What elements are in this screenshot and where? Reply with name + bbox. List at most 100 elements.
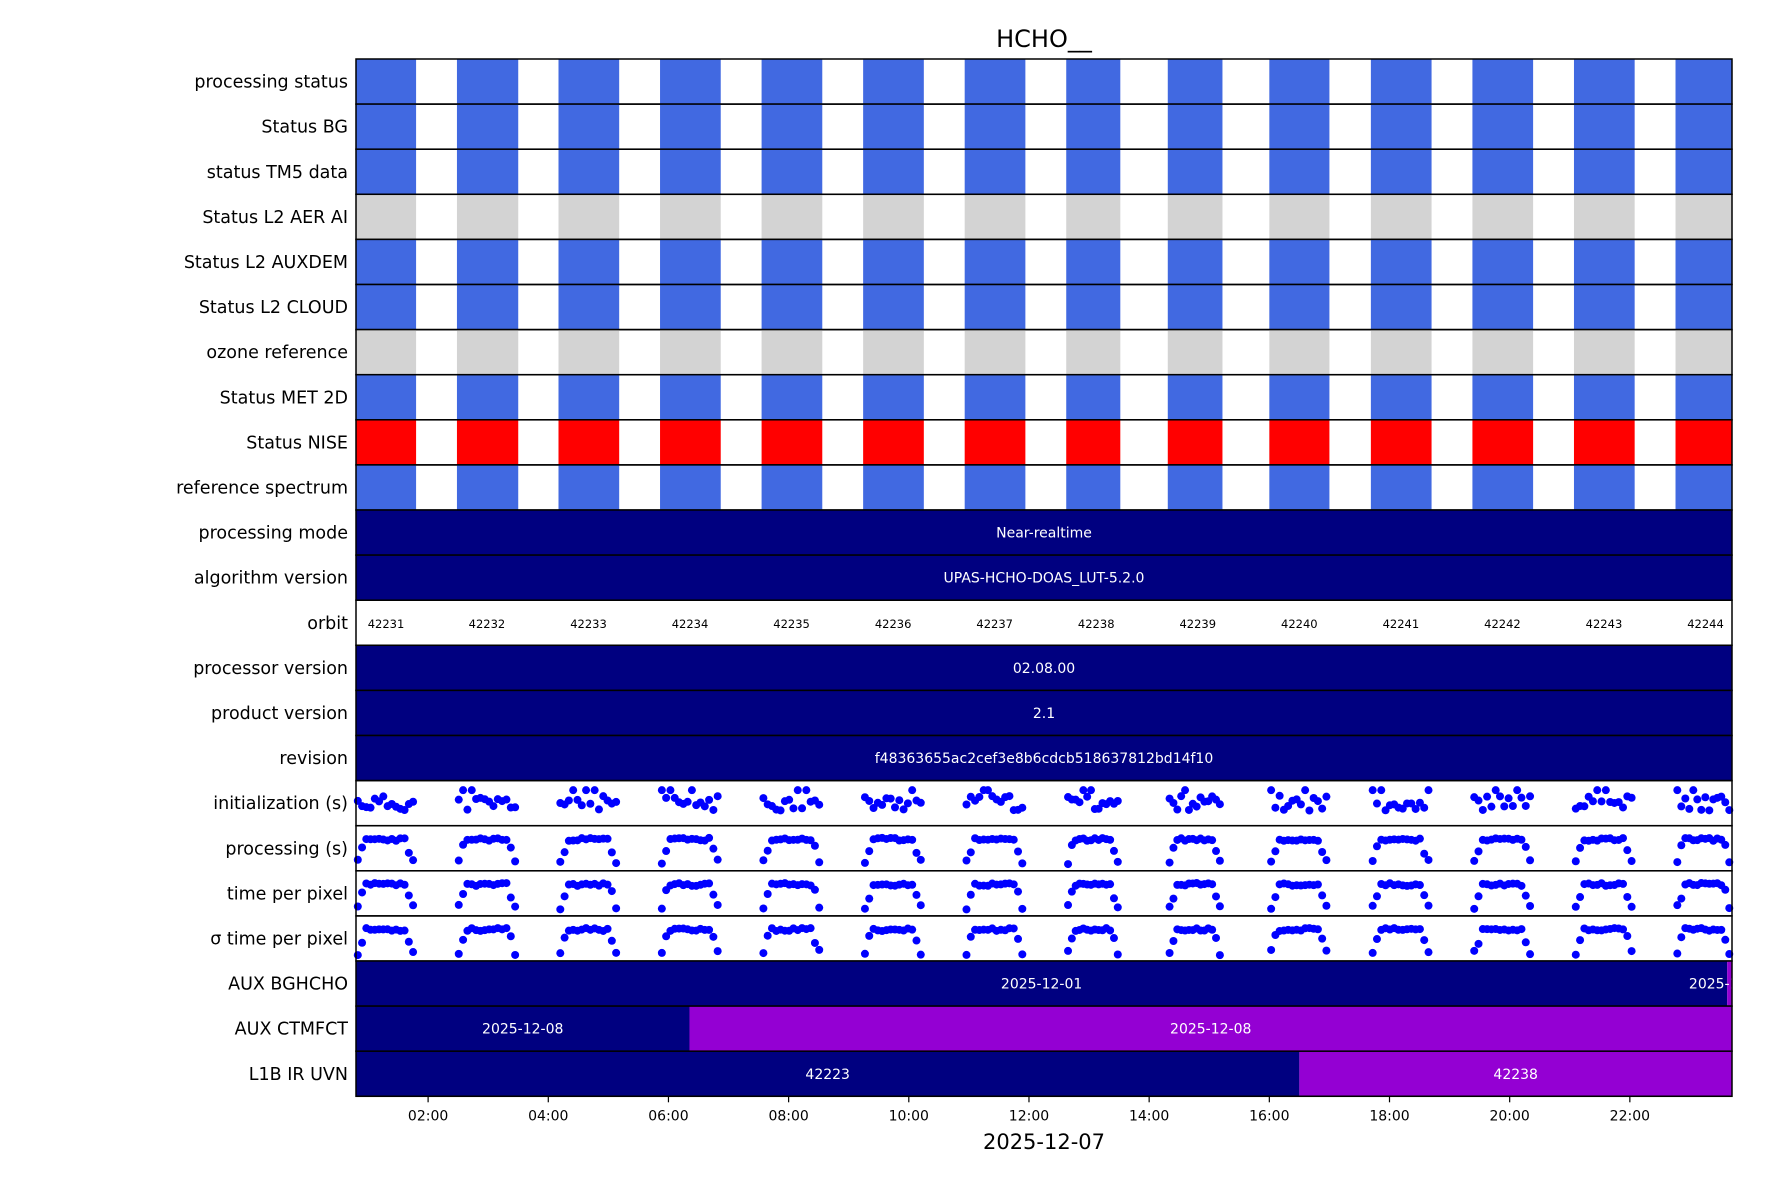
status-bar [558, 419, 620, 465]
data-point [908, 925, 917, 934]
data-point [1614, 798, 1623, 807]
data-point [1673, 858, 1682, 867]
status-bar [863, 104, 924, 150]
data-point [1673, 901, 1682, 910]
band-segment [356, 510, 1732, 556]
data-point [1474, 892, 1483, 901]
data-point [1271, 803, 1280, 812]
data-point [810, 841, 819, 850]
data-point [1275, 791, 1284, 800]
status-bar [558, 329, 620, 375]
status-bar [1472, 104, 1534, 150]
data-point [860, 949, 869, 958]
status-bar [1370, 59, 1432, 105]
data-point [1067, 887, 1076, 896]
data-point [502, 835, 511, 844]
status-bar [660, 239, 721, 285]
data-point [983, 786, 992, 795]
data-point [1717, 925, 1726, 934]
x-tick-label: 08:00 [768, 1108, 808, 1124]
data-point [1623, 892, 1632, 901]
data-point [683, 797, 692, 806]
data-point [1420, 936, 1429, 945]
data-point [1212, 892, 1221, 901]
data-point [454, 795, 463, 804]
status-bar [1269, 374, 1330, 420]
row-product-version: product version 2.1 [211, 689, 1733, 737]
status-bar [964, 149, 1026, 195]
status-bar [456, 149, 519, 195]
status-bar [1167, 59, 1223, 105]
row-label: AUX BGHCHO [228, 975, 348, 995]
status-bar [456, 239, 519, 285]
data-point [586, 799, 595, 808]
data-point [1208, 836, 1217, 845]
data-point [966, 932, 975, 941]
row-label: time per pixel [227, 884, 348, 904]
row-label: revision [279, 749, 348, 769]
data-point [502, 924, 511, 933]
status-bar [1675, 59, 1732, 105]
data-point [713, 947, 722, 956]
data-point [404, 848, 413, 857]
status-bar [1370, 464, 1432, 510]
status-bar [964, 59, 1026, 105]
data-point [1212, 847, 1221, 856]
data-point [1106, 880, 1115, 889]
data-point [353, 951, 362, 960]
data-point [1018, 859, 1027, 868]
data-point [1623, 846, 1632, 855]
band-segment [356, 645, 1732, 691]
row-label: product version [211, 704, 348, 724]
data-point [1215, 856, 1224, 865]
data-point [1173, 805, 1182, 814]
data-point [662, 847, 671, 856]
data-point [1377, 786, 1386, 795]
band-text: 2025-12-08 [1689, 977, 1770, 993]
status-bar [1066, 59, 1121, 105]
data-point [798, 804, 807, 813]
data-point [502, 795, 511, 804]
status-bar [1167, 149, 1223, 195]
status-bar [1573, 104, 1635, 150]
row-status-bg: Status BG [261, 103, 1733, 150]
status-bar [1675, 194, 1732, 240]
row-label: processing status [194, 73, 348, 93]
data-point [1086, 786, 1095, 795]
orbit-number: 42240 [1281, 617, 1318, 631]
status-bar [1066, 149, 1121, 195]
data-point [709, 890, 718, 899]
data-point [908, 786, 917, 795]
data-point [1067, 934, 1076, 943]
data-point [1267, 904, 1276, 913]
row-label: L1B IR UVN [249, 1065, 348, 1085]
data-point [400, 926, 409, 935]
data-point [662, 793, 671, 802]
data-point [705, 795, 714, 804]
data-point [560, 892, 569, 901]
status-bar [761, 464, 823, 510]
row-label: status TM5 data [207, 163, 348, 183]
data-point [1009, 924, 1018, 933]
band-text: 2025-12-01 [1001, 977, 1082, 993]
row-status-l2-cloud: Status L2 CLOUD [199, 283, 1733, 331]
data-point [1627, 902, 1636, 911]
status-bar [1472, 329, 1534, 375]
data-point [1495, 792, 1504, 801]
row-label: ozone reference [206, 343, 348, 363]
row-label: processing (s) [225, 839, 348, 859]
data-point [1009, 835, 1018, 844]
data-point [454, 900, 463, 909]
status-bar [1370, 419, 1432, 465]
data-point [1677, 841, 1686, 850]
data-point [1619, 803, 1628, 812]
data-point [962, 905, 971, 914]
data-point [1513, 786, 1522, 795]
x-tick-label: 06:00 [648, 1108, 688, 1124]
data-point [1064, 860, 1073, 869]
status-bar [1269, 419, 1330, 465]
x-tick-label: 20:00 [1489, 1108, 1529, 1124]
data-point [1313, 925, 1322, 934]
data-point [785, 795, 794, 804]
data-point [1415, 881, 1424, 890]
